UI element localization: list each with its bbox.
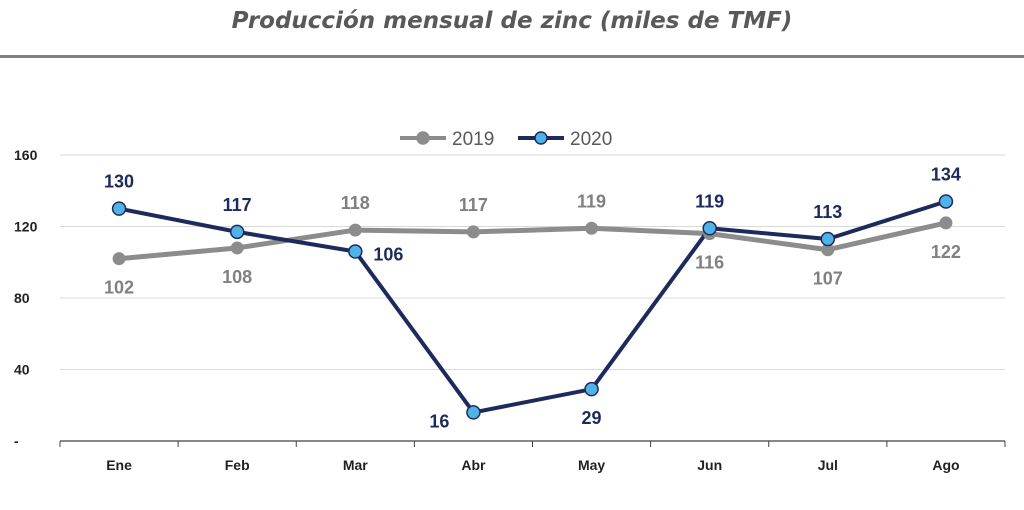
data-label-2020: 134 [931,164,961,184]
data-point-2020 [348,244,363,259]
y-tick-label: - [14,433,19,449]
x-tick-label: Jun [697,457,722,473]
legend-swatch-marker [534,131,548,145]
chart-title: Producción mensual de zinc (miles de TMF… [231,8,793,34]
data-label-2020: 117 [223,195,252,215]
data-point-2020 [702,221,717,236]
data-label-2019: 107 [813,269,843,289]
x-tick-label: Mar [343,457,368,473]
data-point-2020 [820,231,836,247]
data-point-2019 [585,221,599,235]
data-label-2019: 102 [104,278,134,298]
data-label-2019: 118 [341,193,370,213]
x-tick-label: Ene [106,457,132,473]
series-line-2020 [117,199,948,415]
x-tick-label: Feb [225,457,250,473]
data-label-2019: 108 [222,267,252,287]
y-tick-label: 120 [14,219,38,235]
data-label-2019: 117 [459,195,488,215]
legend-swatch-marker [416,131,430,145]
data-label-2020: 113 [813,202,842,222]
y-tick-label: 40 [14,362,30,378]
data-point-2019 [230,241,244,255]
data-point-2019 [348,223,362,237]
data-label-2020: 106 [373,245,403,265]
data-point-2019 [466,225,480,239]
y-tick-label: 160 [14,147,38,163]
legend-label: 2019 [452,129,494,150]
data-point-2020 [111,201,127,216]
data-label-2020: 119 [695,191,724,211]
data-label-2020: 29 [582,408,602,428]
data-point-2020 [938,194,954,209]
legend-label: 2020 [570,129,612,150]
series-line-2019 [116,220,949,262]
data-label-2019: 119 [577,191,606,211]
data-label-2019: 116 [695,253,724,273]
x-tick-label: Jul [818,457,838,473]
data-point-2020 [229,224,245,240]
data-point-2020 [466,405,481,420]
x-tick-label: Abr [461,457,486,473]
data-label-2019: 122 [931,242,961,262]
title-divider [0,55,1024,58]
data-label-2020: 16 [429,411,449,431]
data-label-2020: 130 [104,172,134,192]
data-point-2020 [584,381,599,397]
data-point-2019 [112,252,126,266]
y-tick-label: 80 [14,290,30,306]
data-point-2019 [939,216,953,230]
x-tick-label: May [578,457,605,473]
x-tick-label: Ago [932,457,959,473]
